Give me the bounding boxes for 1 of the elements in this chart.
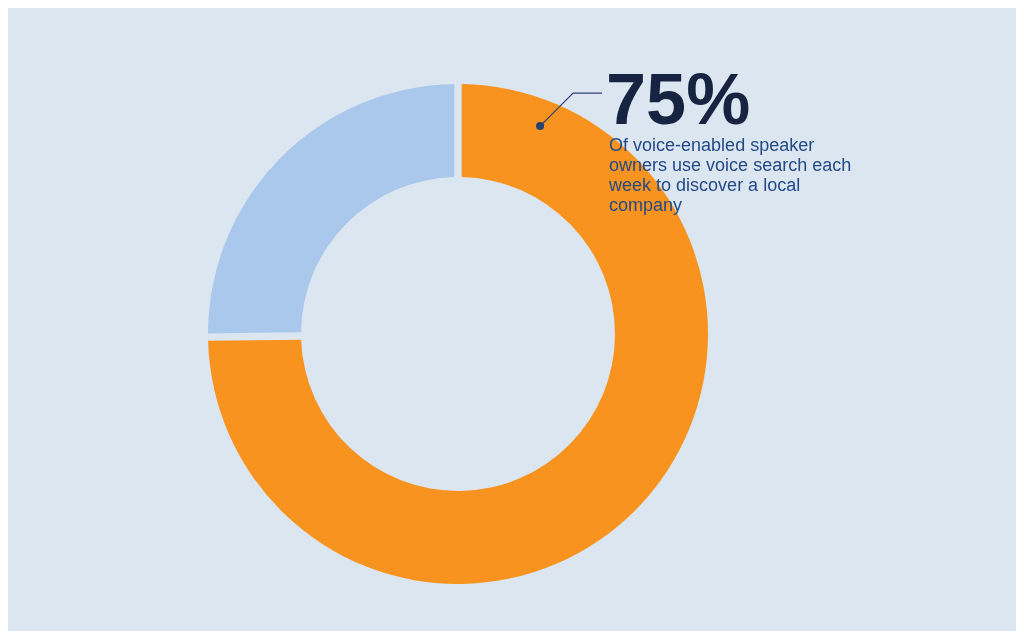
donut-slice	[208, 84, 455, 334]
